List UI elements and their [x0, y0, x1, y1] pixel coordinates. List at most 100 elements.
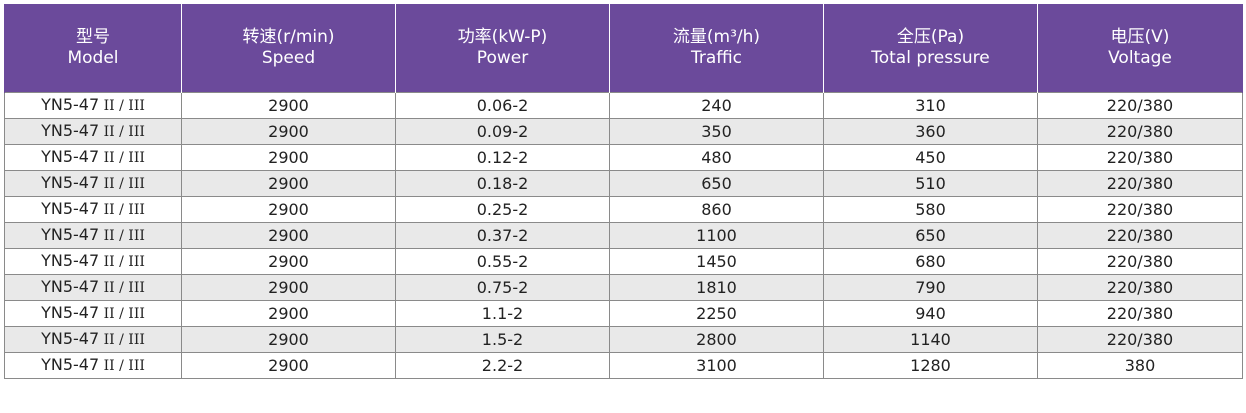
cell-speed: 2900	[181, 170, 396, 197]
cell-pressure: 1280	[823, 352, 1038, 379]
table-header: 型号 Model 转速(r/min) Speed 功率(kW-P) Power …	[4, 4, 1243, 93]
table-row: YN5-47 II / III 2900 0.18-2 650 510 220/…	[4, 170, 1243, 197]
table-row: YN5-47 II / III 2900 1.5-2 2800 1140 220…	[4, 326, 1243, 353]
cell-pressure: 360	[823, 118, 1038, 145]
model-prefix: YN5-47	[41, 121, 100, 140]
model-suffix: II / III	[99, 254, 145, 270]
model-prefix: YN5-47	[41, 173, 100, 192]
cell-voltage: 220/380	[1037, 144, 1243, 171]
cell-pressure: 1140	[823, 326, 1038, 353]
model-prefix: YN5-47	[41, 329, 100, 348]
model-prefix: YN5-47	[41, 355, 100, 374]
cell-speed: 2900	[181, 118, 396, 145]
cell-model: YN5-47 II / III	[4, 170, 182, 197]
cell-voltage: 220/380	[1037, 170, 1243, 197]
cell-pressure: 650	[823, 222, 1038, 249]
cell-power: 1.5-2	[395, 326, 610, 353]
header-pressure: 全压(Pa) Total pressure	[823, 4, 1038, 93]
spec-table: 型号 Model 转速(r/min) Speed 功率(kW-P) Power …	[4, 4, 1243, 379]
cell-voltage: 220/380	[1037, 300, 1243, 327]
cell-speed: 2900	[181, 274, 396, 301]
model-prefix: YN5-47	[41, 251, 100, 270]
model-suffix: II / III	[99, 228, 145, 244]
table-row: YN5-47 II / III 2900 0.55-2 1450 680 220…	[4, 248, 1243, 275]
cell-speed: 2900	[181, 144, 396, 171]
cell-model: YN5-47 II / III	[4, 222, 182, 249]
cell-pressure: 680	[823, 248, 1038, 275]
table-row: YN5-47 II / III 2900 1.1-2 2250 940 220/…	[4, 300, 1243, 327]
cell-speed: 2900	[181, 196, 396, 223]
cell-pressure: 450	[823, 144, 1038, 171]
table-row: YN5-47 II / III 2900 0.37-2 1100 650 220…	[4, 222, 1243, 249]
model-prefix: YN5-47	[41, 225, 100, 244]
model-suffix: II / III	[99, 150, 145, 166]
cell-traffic: 650	[609, 170, 824, 197]
cell-model: YN5-47 II / III	[4, 196, 182, 223]
cell-power: 0.75-2	[395, 274, 610, 301]
cell-power: 0.18-2	[395, 170, 610, 197]
cell-power: 0.55-2	[395, 248, 610, 275]
header-speed-zh: 转速(r/min)	[242, 27, 335, 47]
cell-speed: 2900	[181, 326, 396, 353]
cell-speed: 2900	[181, 222, 396, 249]
header-traffic-en: Traffic	[690, 48, 743, 68]
cell-traffic: 2250	[609, 300, 824, 327]
cell-traffic: 350	[609, 118, 824, 145]
header-speed-en: Speed	[261, 48, 316, 68]
model-suffix: II / III	[99, 280, 145, 296]
cell-voltage: 220/380	[1037, 196, 1243, 223]
cell-power: 0.12-2	[395, 144, 610, 171]
model-prefix: YN5-47	[41, 277, 100, 296]
cell-traffic: 3100	[609, 352, 824, 379]
model-prefix: YN5-47	[41, 303, 100, 322]
model-suffix: II / III	[99, 202, 145, 218]
cell-power: 0.09-2	[395, 118, 610, 145]
cell-speed: 2900	[181, 92, 396, 119]
cell-voltage: 220/380	[1037, 118, 1243, 145]
header-traffic: 流量(m³/h) Traffic	[609, 4, 824, 93]
header-power-en: Power	[476, 48, 529, 68]
cell-pressure: 510	[823, 170, 1038, 197]
cell-model: YN5-47 II / III	[4, 300, 182, 327]
header-model: 型号 Model	[4, 4, 182, 93]
cell-pressure: 940	[823, 300, 1038, 327]
model-prefix: YN5-47	[41, 147, 100, 166]
cell-power: 1.1-2	[395, 300, 610, 327]
header-power-zh: 功率(kW-P)	[457, 27, 548, 47]
cell-traffic: 240	[609, 92, 824, 119]
cell-voltage: 220/380	[1037, 92, 1243, 119]
table-row: YN5-47 II / III 2900 0.75-2 1810 790 220…	[4, 274, 1243, 301]
cell-power: 0.25-2	[395, 196, 610, 223]
header-voltage-zh: 电压(V)	[1110, 27, 1170, 47]
table-row: YN5-47 II / III 2900 0.09-2 350 360 220/…	[4, 118, 1243, 145]
cell-speed: 2900	[181, 248, 396, 275]
table-row: YN5-47 II / III 2900 0.25-2 860 580 220/…	[4, 196, 1243, 223]
model-suffix: II / III	[99, 176, 145, 192]
cell-power: 2.2-2	[395, 352, 610, 379]
cell-traffic: 2800	[609, 326, 824, 353]
spec-table-container: 型号 Model 转速(r/min) Speed 功率(kW-P) Power …	[4, 4, 1243, 379]
model-suffix: II / III	[99, 358, 145, 374]
cell-model: YN5-47 II / III	[4, 248, 182, 275]
cell-traffic: 860	[609, 196, 824, 223]
cell-traffic: 1450	[609, 248, 824, 275]
cell-model: YN5-47 II / III	[4, 352, 182, 379]
header-voltage: 电压(V) Voltage	[1037, 4, 1243, 93]
header-model-zh: 型号	[76, 27, 110, 47]
cell-traffic: 1100	[609, 222, 824, 249]
header-pressure-zh: 全压(Pa)	[896, 27, 965, 47]
model-suffix: II / III	[99, 306, 145, 322]
header-traffic-zh: 流量(m³/h)	[672, 27, 761, 47]
cell-voltage: 220/380	[1037, 222, 1243, 249]
header-model-en: Model	[67, 48, 119, 68]
cell-voltage: 220/380	[1037, 274, 1243, 301]
header-pressure-en: Total pressure	[871, 48, 990, 68]
header-voltage-en: Voltage	[1108, 48, 1172, 68]
table-body: YN5-47 II / III 2900 0.06-2 240 310 220/…	[4, 92, 1243, 379]
table-row: YN5-47 II / III 2900 2.2-2 3100 1280 380	[4, 352, 1243, 379]
cell-traffic: 1810	[609, 274, 824, 301]
header-speed: 转速(r/min) Speed	[181, 4, 396, 93]
cell-traffic: 480	[609, 144, 824, 171]
cell-model: YN5-47 II / III	[4, 92, 182, 119]
cell-voltage: 220/380	[1037, 248, 1243, 275]
